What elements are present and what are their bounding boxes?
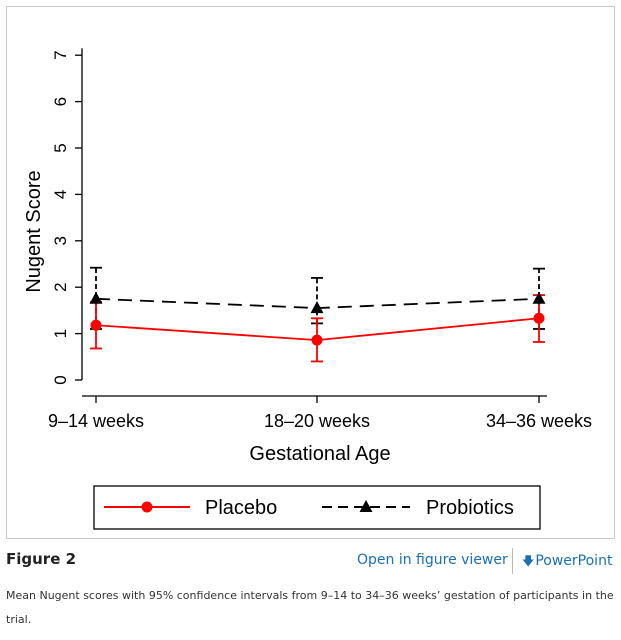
open-figure-viewer-link[interactable]: Open in figure viewer [357, 552, 508, 568]
powerpoint-link[interactable]: 🡇PowerPoint [522, 552, 612, 573]
y-tick-label: 0 [51, 375, 70, 384]
download-icon: 🡇 [522, 554, 535, 568]
data-point [311, 334, 323, 346]
y-tick-label: 1 [51, 329, 70, 338]
figure-caption-bar: Figure 2 Open in figure viewer 🡇PowerPoi… [6, 548, 615, 574]
link-divider [512, 548, 513, 574]
x-axis-title: Gestational Age [249, 443, 390, 465]
figure-frame [6, 6, 615, 539]
data-point [533, 312, 545, 324]
x-tick-label: 18–20 weeks [264, 411, 370, 431]
data-point [90, 319, 102, 331]
legend-marker [359, 500, 373, 512]
y-tick-label: 4 [51, 190, 70, 199]
figure-caption: Mean Nugent scores with 95% confidence i… [6, 589, 614, 626]
y-tick-label: 6 [51, 97, 70, 106]
chart-legend: Placebo Probiotics [93, 485, 541, 530]
y-tick-label: 7 [51, 50, 70, 59]
x-tick-label: 9–14 weeks [48, 411, 144, 431]
data-point [310, 301, 324, 314]
y-tick-label: 3 [51, 236, 70, 245]
chart-series [89, 266, 546, 363]
figure-label: Figure 2 [6, 550, 77, 568]
nugent-score-chart: 0 1 2 3 4 5 6 7 Nugent Score 9–14 weeks 18–20 week… [23, 48, 592, 530]
data-point [532, 291, 546, 304]
legend-marker [141, 501, 153, 513]
legend-label: Placebo [205, 497, 277, 519]
y-tick-label: 5 [51, 143, 70, 152]
y-axis-title: Nugent Score [23, 170, 45, 292]
y-tick-label: 2 [51, 282, 70, 291]
legend-label: Probiotics [426, 497, 514, 519]
powerpoint-link-label: PowerPoint [535, 553, 613, 569]
chart-axes: 0 1 2 3 4 5 6 7 Nugent Score 9–14 weeks 18–20 week… [23, 48, 592, 465]
data-point [89, 291, 103, 304]
x-tick-label: 34–36 weeks [486, 411, 592, 431]
